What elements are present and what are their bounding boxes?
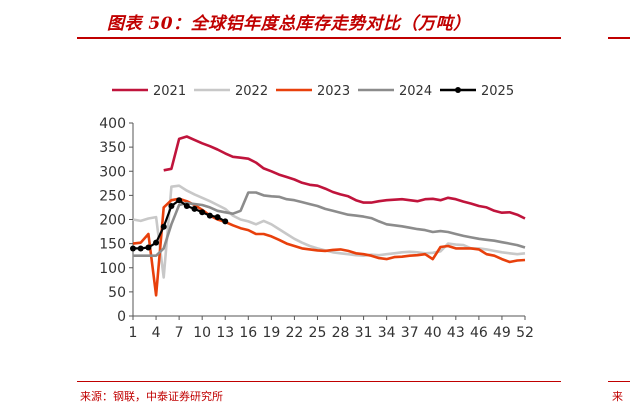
y-tick-label: 150 (99, 237, 126, 253)
legend-label-2022: 2022 (235, 84, 268, 99)
x-tick-label: 16 (239, 325, 257, 341)
x-tick-label: 4 (152, 325, 161, 341)
x-tick-label: 43 (447, 325, 465, 341)
series-line-2024 (133, 191, 526, 257)
series-point-2025 (222, 218, 229, 225)
y-tick-label: 400 (99, 116, 126, 132)
y-tick-label: 50 (108, 285, 126, 301)
x-tick-label: 37 (401, 325, 419, 341)
y-tick-label: 0 (117, 309, 126, 325)
series-point-2025 (168, 202, 175, 209)
series-point-2025 (176, 197, 183, 204)
x-tick-label: 52 (516, 325, 534, 341)
x-tick-label: 46 (470, 325, 488, 341)
x-tick-label: 28 (332, 325, 350, 341)
title-divider (77, 37, 561, 39)
series-point-2025 (206, 212, 213, 219)
x-tick-label: 19 (262, 325, 280, 341)
neighbor-title-divider (608, 37, 630, 39)
source-note: 来源：钢联，中泰证券研究所 (80, 390, 223, 403)
series-line-2021 (163, 135, 526, 220)
series-point-2025 (145, 244, 152, 251)
neighbor-source-fragment: 来 (612, 390, 623, 403)
series-point-2025 (199, 209, 206, 216)
legend-label-2024: 2024 (399, 84, 432, 99)
neighbor-footer-divider (608, 381, 630, 382)
legend-marker-2025 (455, 87, 461, 93)
series-line-2022 (132, 184, 526, 279)
x-tick-label: 7 (175, 325, 184, 341)
y-tick-label: 350 (99, 140, 126, 156)
x-tick-label: 31 (355, 325, 373, 341)
series-point-2025 (214, 214, 221, 221)
series-point-2025 (160, 223, 167, 230)
series-point-2025 (130, 245, 136, 252)
y-tick-label: 250 (99, 188, 126, 204)
x-tick-label: 40 (424, 325, 442, 341)
footer-divider (77, 381, 561, 382)
x-tick-label: 22 (285, 325, 303, 341)
y-tick-label: 100 (99, 261, 126, 277)
legend-label-2023: 2023 (317, 84, 350, 99)
series-point-2025 (183, 202, 190, 209)
x-tick-label: 34 (378, 325, 396, 341)
legend-label-2025: 2025 (481, 84, 514, 99)
y-tick-label: 300 (99, 164, 126, 180)
series-point-2025 (153, 239, 160, 246)
series-point-2025 (137, 245, 144, 252)
y-tick-label: 200 (99, 213, 126, 229)
series-point-2025 (191, 205, 198, 212)
x-tick-label: 49 (493, 325, 511, 341)
series-line-2023 (132, 197, 526, 297)
x-tick-label: 1 (129, 325, 138, 341)
x-tick-label: 25 (309, 325, 327, 341)
figure-title: 图表 50：全球铝年度总库存走势对比（万吨） (107, 14, 471, 34)
x-tick-label: 10 (193, 325, 211, 341)
legend-label-2021: 2021 (153, 84, 186, 99)
x-tick-label: 13 (216, 325, 234, 341)
